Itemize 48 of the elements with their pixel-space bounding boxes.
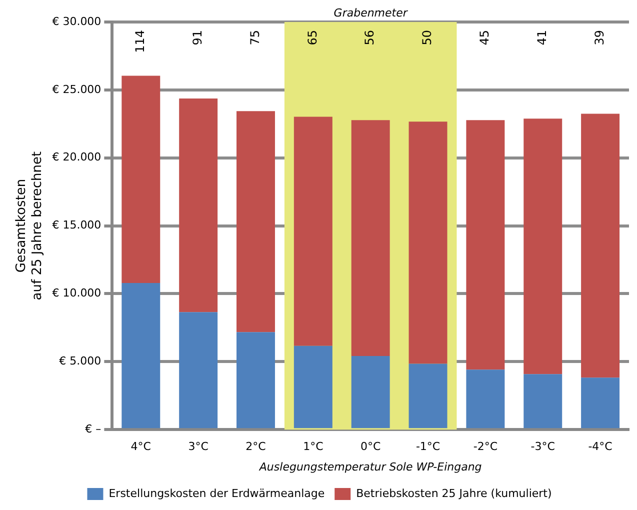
bar [524,118,562,374]
bar [179,312,218,428]
x-tick-label: 2°C [246,440,266,454]
annotation: 56 [362,30,377,46]
annotation: 50 [420,30,434,46]
annotation: 45 [478,30,492,46]
bar [524,374,562,428]
y-tick-label: € 5.000 [59,354,102,368]
bar [466,120,505,370]
bar [466,370,505,428]
bar [236,332,275,428]
annotation: 91 [190,30,204,46]
y-tick-label: € 10.000 [52,286,102,300]
x-tick-label: -3°C [530,440,556,454]
x-tick-label: -4°C [588,440,613,454]
bar [351,120,390,356]
x-tick-label: 3°C [188,440,209,454]
x-tick-label: 1°C [303,440,324,454]
annotation: 75 [248,30,262,46]
bar [408,122,448,364]
annotation: 114 [133,30,148,53]
bar [581,378,620,428]
annotation: 65 [305,30,320,46]
annotation: 39 [592,30,606,46]
y-tick-label: € 20.000 [52,150,102,164]
bar [179,98,218,312]
bar [294,346,332,428]
x-tick-label: -2°C [473,440,498,454]
y-tick-label: € 15.000 [52,218,102,232]
legend-label: Erstellungskosten der Erdwärmeanlage [108,486,325,500]
x-axis-title: Auslegungstemperatur Sole WP-Eingang [258,460,482,474]
y-tick-label: € 30.000 [52,14,102,28]
x-tick-label: -1°C [416,440,440,454]
bar [351,356,390,428]
annotation: 41 [534,30,549,46]
bar [408,364,448,428]
bar [581,114,620,378]
y-tick-label: € – [85,422,102,436]
bar [236,111,275,332]
x-tick-label: 4°C [130,440,152,454]
x-tick-label: 0°C [360,440,381,454]
y-axis-title: Gesamtkosten auf 25 Jahre berechnet [14,151,45,300]
band-label: Grabenmeter [334,6,409,20]
bar [122,283,160,428]
bar [294,116,332,346]
legend-label: Betriebskosten 25 Jahre (kumuliert) [356,486,552,500]
bar [122,76,160,283]
y-tick-label: € 25.000 [52,82,102,96]
